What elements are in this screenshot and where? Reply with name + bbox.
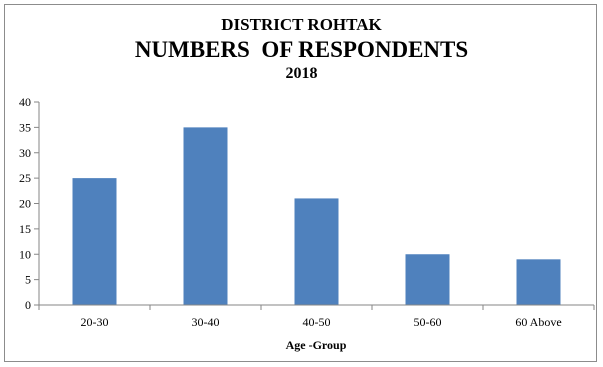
x-axis-title: Age -Group: [286, 338, 347, 352]
x-tick-label: 40-50: [303, 315, 331, 329]
y-tick-label: 35: [19, 120, 31, 134]
chart-title-line-3: 2018: [285, 65, 318, 82]
chart-title-line-2: NUMBERS OF RESPONDENTS: [134, 37, 469, 62]
y-tick-label: 10: [19, 247, 31, 261]
bar-60-above: [516, 259, 561, 305]
y-tick-label: 40: [19, 95, 31, 109]
x-axis: 20-30 30-40 40-50 50-60 60 Above: [38, 304, 595, 329]
bar-40-50: [294, 198, 339, 305]
y-tick-label: 20: [19, 197, 31, 211]
bar-30-40: [183, 127, 228, 305]
bar-50-60: [405, 254, 450, 305]
y-tick-label: 25: [19, 171, 31, 185]
y-axis: 0 5 10 15 20 25 30 35 40: [19, 95, 40, 312]
bars: [72, 127, 561, 305]
y-tick-label: 15: [19, 222, 31, 236]
bar-20-30: [72, 178, 117, 305]
chart-title-line-1: DISTRICT ROHTAK: [221, 15, 382, 34]
y-tick-label: 5: [25, 273, 31, 287]
x-tick-label: 30-40: [192, 315, 220, 329]
x-tick-label: 60 Above: [515, 315, 561, 329]
y-tick-label: 30: [19, 146, 31, 160]
x-tick-label: 50-60: [414, 315, 442, 329]
x-tick-label: 20-30: [81, 315, 109, 329]
y-tick-label: 0: [25, 298, 31, 312]
